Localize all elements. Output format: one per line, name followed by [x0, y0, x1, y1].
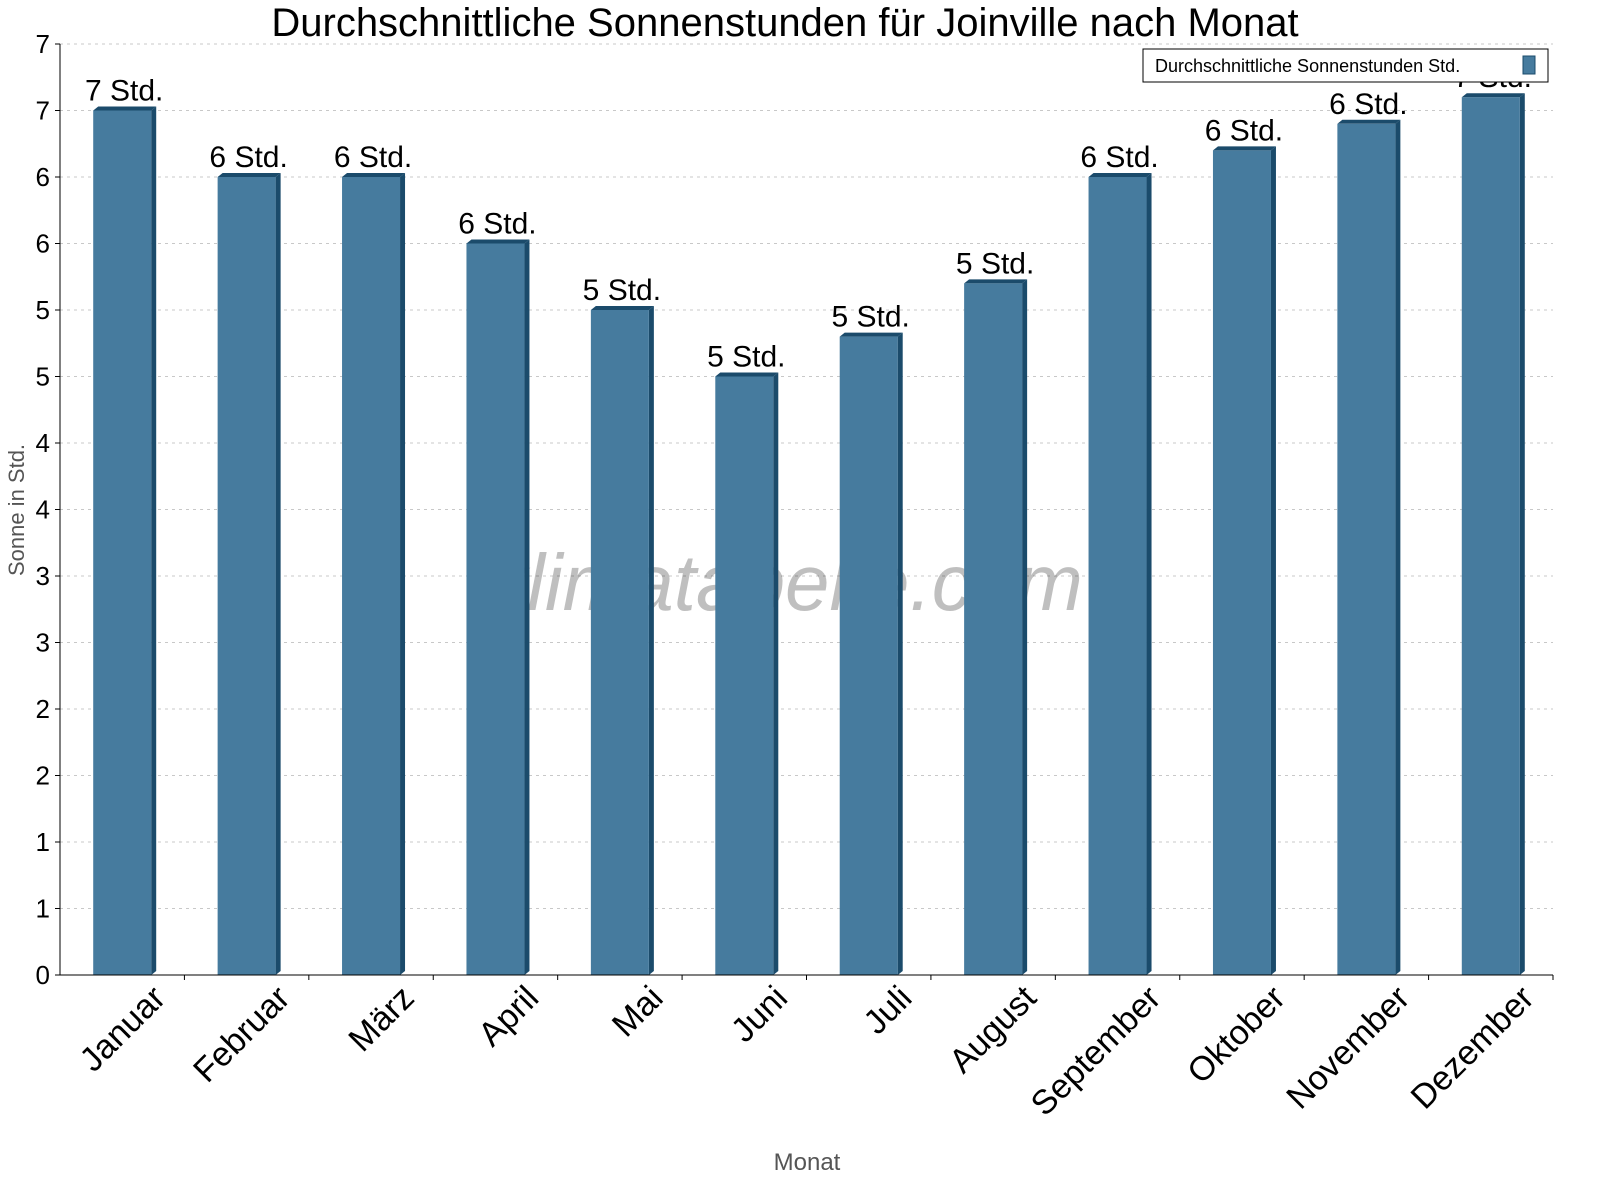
x-tick-label: Oktober: [1180, 979, 1292, 1091]
bar-top: [1088, 173, 1152, 177]
bar-side: [773, 372, 779, 975]
bar-top: [715, 372, 779, 377]
x-tick-label: Mai: [605, 979, 671, 1045]
y-tick-label: 2: [36, 761, 50, 791]
bar-side: [1270, 146, 1276, 975]
bar-value-label: 7 Std.: [85, 75, 163, 108]
bar-side: [1395, 119, 1401, 976]
y-tick-label: 6: [36, 229, 50, 259]
x-tick-label: Januar: [72, 979, 172, 1079]
bar-top: [217, 173, 281, 177]
y-tick-label: 7: [36, 29, 50, 59]
bar: [342, 177, 401, 975]
y-tick-label: 0: [36, 960, 50, 990]
bar-top: [1337, 119, 1401, 124]
bar-side: [897, 332, 903, 976]
x-tick-label: Februar: [186, 979, 297, 1090]
bars: 7 Std. 6 Std. 6 Std. 6 Std. 5 Std. 5 Std. 5 St…: [85, 61, 1532, 976]
y-tick-label: 6: [36, 162, 50, 192]
y-tick-label: 3: [36, 561, 50, 591]
y-tick-label: 7: [36, 96, 50, 126]
bar-top: [466, 239, 530, 244]
bar-side: [648, 306, 654, 975]
y-tick-label: 2: [36, 694, 50, 724]
x-tick-label: Juni: [724, 979, 795, 1050]
bar: [217, 177, 276, 975]
x-tick-label: März: [341, 979, 421, 1059]
bar: [1461, 97, 1520, 975]
bar-value-label: 6 Std.: [334, 141, 412, 174]
bar-value-label: 6 Std.: [209, 141, 287, 174]
bar: [93, 110, 152, 975]
bar-value-label: 6 Std.: [1205, 114, 1283, 147]
bar: [964, 283, 1023, 975]
y-tick-label: 5: [36, 362, 50, 392]
legend-label: Durchschnittliche Sonnenstunden Std.: [1155, 56, 1460, 76]
x-tick-label: September: [1024, 979, 1168, 1123]
bar: [1337, 123, 1396, 976]
bar-value-label: 5 Std.: [832, 301, 910, 334]
bar-side: [1519, 93, 1525, 975]
chart-title: Durchschnittliche Sonnenstunden für Join…: [271, 1, 1298, 45]
y-tick-label: 3: [36, 628, 50, 658]
bar: [466, 243, 525, 975]
bar-value-label: 6 Std.: [1080, 141, 1158, 174]
bar-value-label: 6 Std.: [458, 208, 536, 241]
bar: [590, 310, 649, 975]
y-tick-label: 4: [36, 495, 50, 525]
bar: [1212, 150, 1271, 975]
bar-top: [964, 279, 1028, 284]
y-tick-label: 4: [36, 428, 50, 458]
bar: [839, 336, 898, 976]
bar-side: [275, 173, 281, 975]
x-tick-label: Juli: [856, 979, 919, 1042]
bar-side: [524, 239, 530, 975]
y-axis-label: Sonne in Std.: [4, 444, 29, 576]
x-tick-label: August: [942, 978, 1044, 1080]
bar-top: [590, 306, 654, 310]
bar-side: [1022, 279, 1028, 975]
bar-side: [1146, 173, 1152, 975]
legend-swatch: [1522, 55, 1536, 75]
bar-value-label: 5 Std.: [956, 247, 1034, 280]
legend: Durchschnittliche Sonnenstunden Std.: [1142, 48, 1549, 83]
bar-side: [151, 106, 157, 975]
y-tick-label: 1: [36, 827, 50, 857]
bar-value-label: 5 Std.: [583, 274, 661, 307]
bar-top: [342, 173, 406, 177]
bar-top: [1461, 93, 1525, 98]
bar-top: [93, 106, 157, 111]
x-axis-label: Monat: [774, 1149, 841, 1176]
bar: [715, 376, 774, 975]
bar-side: [400, 173, 406, 975]
bar-value-label: 5 Std.: [707, 341, 785, 374]
bar-value-label: 6 Std.: [1329, 88, 1407, 121]
y-tick-label: 5: [36, 295, 50, 325]
y-tick-label: 1: [36, 894, 50, 924]
bar-top: [1212, 146, 1276, 151]
x-tick-label: November: [1279, 979, 1417, 1117]
x-tick-label: April: [471, 979, 546, 1054]
bar: [1088, 177, 1147, 975]
bar-top: [839, 332, 903, 337]
x-tick-label: Dezember: [1404, 979, 1542, 1117]
